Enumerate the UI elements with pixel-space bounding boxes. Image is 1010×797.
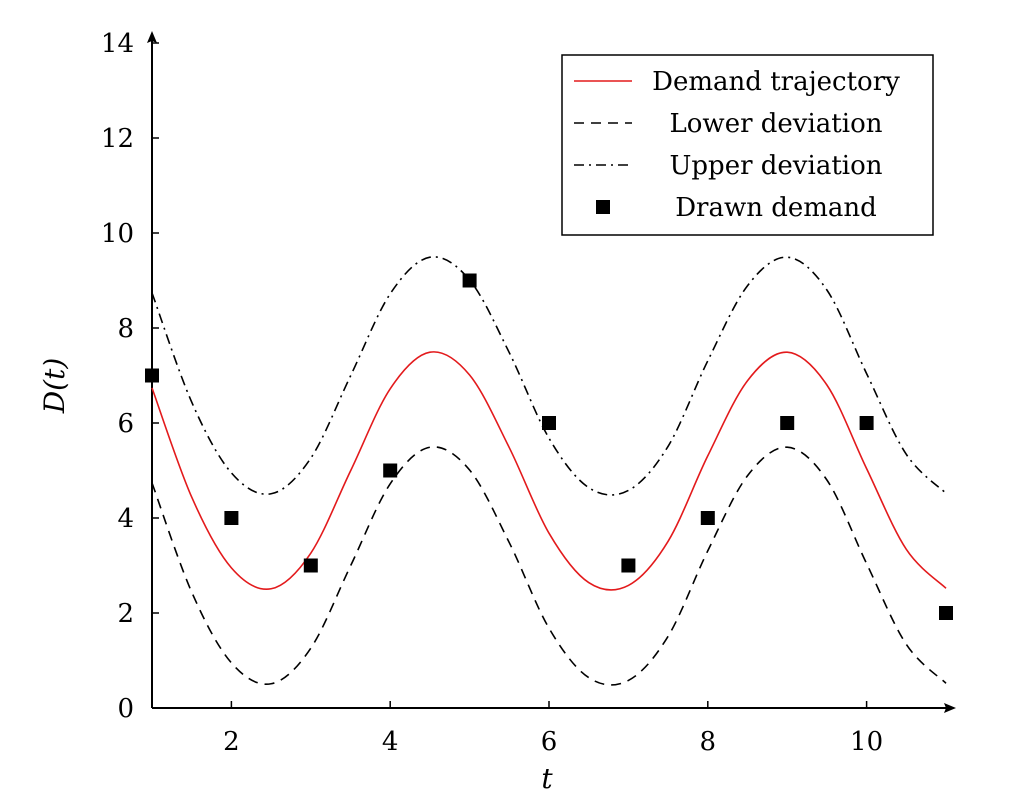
- legend-entry-label: Demand trajectory: [652, 67, 900, 97]
- series-line-demand-trajectory: [151, 351, 947, 591]
- data-point-square: [224, 511, 239, 525]
- data-point-square: [383, 463, 398, 478]
- data-point-square: [542, 416, 556, 430]
- legend-swatch: [596, 200, 610, 214]
- y-axis-label: D(t): [38, 358, 71, 415]
- y-tick-label: 2: [117, 599, 134, 629]
- y-tick-label: 6: [117, 409, 134, 439]
- legend-box: [561, 54, 934, 236]
- y-tick-label: 8: [117, 314, 134, 344]
- series-line-upper-deviation: [151, 256, 947, 496]
- legend-entry-label: Upper deviation: [670, 151, 883, 181]
- x-tick-label: 6: [541, 727, 558, 757]
- y-tick-label: 10: [101, 219, 134, 249]
- legend-entry-label: Drawn demand: [675, 193, 877, 223]
- y-tick-label: 4: [117, 504, 134, 534]
- legend-entry-label: Lower deviation: [670, 109, 883, 139]
- y-tick-label: 12: [101, 124, 134, 154]
- data-point-square: [145, 368, 159, 383]
- data-point-square: [462, 273, 477, 288]
- x-axis-label: t: [541, 762, 553, 795]
- legend: Demand trajectory Lower deviation Upper de…: [561, 54, 934, 236]
- series-line-lower-deviation: [151, 446, 947, 686]
- y-tick-label: 0: [117, 694, 134, 724]
- x-tick-label: 10: [850, 727, 883, 757]
- data-point-square: [859, 416, 874, 430]
- data-point-square: [939, 606, 953, 620]
- data-point-square: [303, 558, 318, 573]
- y-tick-label: 14: [101, 29, 134, 59]
- data-point-square: [700, 511, 715, 525]
- x-tick-label: 2: [223, 727, 240, 757]
- data-point-square: [780, 416, 795, 430]
- x-tick-label: 8: [700, 727, 717, 757]
- data-point-square: [621, 558, 636, 573]
- x-tick-label: 4: [382, 727, 399, 757]
- y-axis-arrow: [147, 31, 157, 43]
- x-axis-arrow: [944, 703, 956, 713]
- series-layer: [151, 256, 947, 686]
- axes: 2 4 6 8 10 0 2 4 6 8 10 12 14 t D(t): [38, 29, 956, 795]
- points-layer: [145, 273, 953, 620]
